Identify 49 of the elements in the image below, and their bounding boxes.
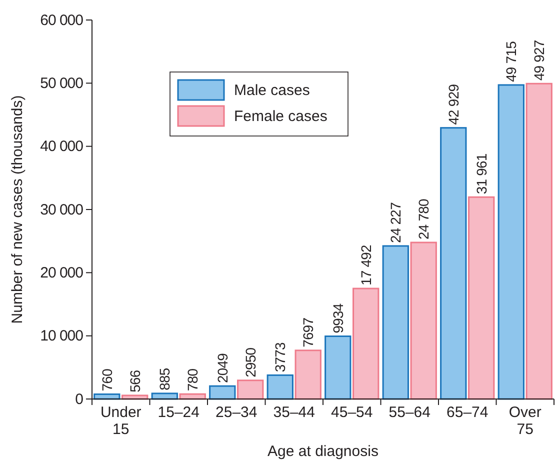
y-tick-label: 40 000 [40, 138, 84, 156]
data-label: 760 [98, 368, 115, 392]
data-label: 2049 [214, 352, 230, 384]
data-label: 566 [126, 370, 143, 392]
bar [237, 380, 264, 400]
bar [151, 392, 178, 400]
data-label: 9934 [330, 303, 346, 334]
bar [410, 242, 437, 400]
data-label: 2950 [242, 347, 258, 378]
data-label: 3773 [272, 342, 288, 372]
y-tick-label: 60 000 [40, 12, 84, 29]
y-tick-label: 0 [75, 390, 84, 408]
bar [324, 336, 352, 400]
data-label: 49 927 [531, 40, 548, 81]
legend-label: Male cases [234, 82, 310, 99]
legend-label: Female cases [234, 108, 328, 125]
bar [352, 288, 380, 400]
bar [122, 394, 148, 400]
y-axis-title: Number of new cases (thousands) [9, 95, 26, 324]
y-tick-label: 20 000 [40, 264, 84, 282]
x-tick-label: 45–54 [331, 404, 373, 421]
x-tick-label: 55–64 [388, 404, 430, 421]
data-label: 42 929 [445, 84, 462, 125]
y-tick-label: 10 000 [40, 328, 84, 345]
data-label: 49 715 [503, 40, 520, 82]
bar [498, 84, 524, 400]
data-label: 31 961 [473, 153, 490, 194]
x-tick-label: Over 75 [508, 404, 542, 438]
x-tick-label: Under 15 [100, 404, 142, 438]
x-axis-title: Age at diagnosis [268, 443, 378, 460]
bar [440, 127, 467, 400]
data-label: 17 492 [358, 244, 374, 286]
x-tick-label: 15–24 [158, 404, 200, 421]
bar [526, 82, 552, 400]
bar [266, 374, 294, 400]
x-tick-label: 35–44 [273, 404, 315, 421]
data-label: 780 [184, 368, 201, 392]
data-label: 7697 [300, 317, 316, 348]
y-tick-label: 50 000 [40, 74, 84, 92]
data-label: 885 [156, 368, 173, 390]
bar [294, 350, 322, 400]
data-label: 24 227 [388, 202, 404, 243]
y-tick-label: 30 000 [40, 201, 84, 218]
data-label: 24 780 [416, 198, 432, 240]
bar [382, 245, 409, 400]
x-tick-label: 65–74 [446, 404, 488, 421]
bar [468, 196, 495, 400]
bar [209, 385, 236, 400]
x-tick-label: 25–34 [216, 404, 258, 421]
